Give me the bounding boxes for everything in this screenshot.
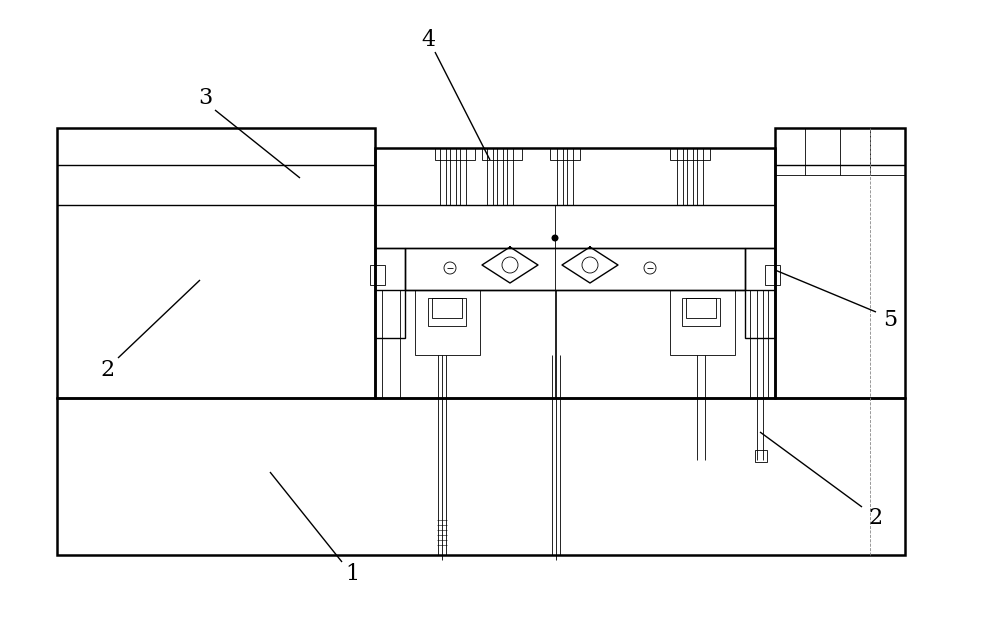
Text: 1: 1 (345, 563, 359, 585)
Bar (557, 148, 563, 205)
Bar (432, 298, 462, 318)
Bar (428, 298, 466, 326)
Text: 2: 2 (101, 359, 115, 381)
Bar (507, 148, 513, 205)
Text: 5: 5 (883, 309, 897, 331)
Bar (415, 290, 480, 355)
Bar (57, 128, 375, 398)
Bar (440, 148, 446, 205)
Bar (375, 248, 405, 338)
Bar (745, 248, 775, 338)
Bar (677, 148, 683, 205)
Bar (370, 265, 385, 285)
Bar (755, 450, 767, 462)
Circle shape (552, 234, 558, 242)
Bar (775, 128, 905, 398)
Bar (686, 298, 716, 318)
Bar (57, 398, 905, 555)
Bar (750, 290, 768, 398)
Bar (487, 148, 493, 205)
Bar (550, 148, 580, 160)
Bar (670, 290, 735, 355)
Bar (382, 290, 400, 398)
Text: 4: 4 (421, 29, 435, 51)
Bar (482, 148, 522, 160)
Bar (697, 148, 703, 205)
Bar (435, 148, 475, 160)
Bar (405, 248, 745, 290)
Bar (670, 148, 710, 160)
Text: 2: 2 (869, 507, 883, 529)
Bar (460, 148, 466, 205)
Bar (375, 148, 775, 398)
Text: 3: 3 (198, 87, 212, 109)
Bar (567, 148, 573, 205)
Bar (497, 148, 503, 205)
Bar (687, 148, 693, 205)
Bar (682, 298, 720, 326)
Bar (765, 265, 780, 285)
Bar (450, 148, 456, 205)
